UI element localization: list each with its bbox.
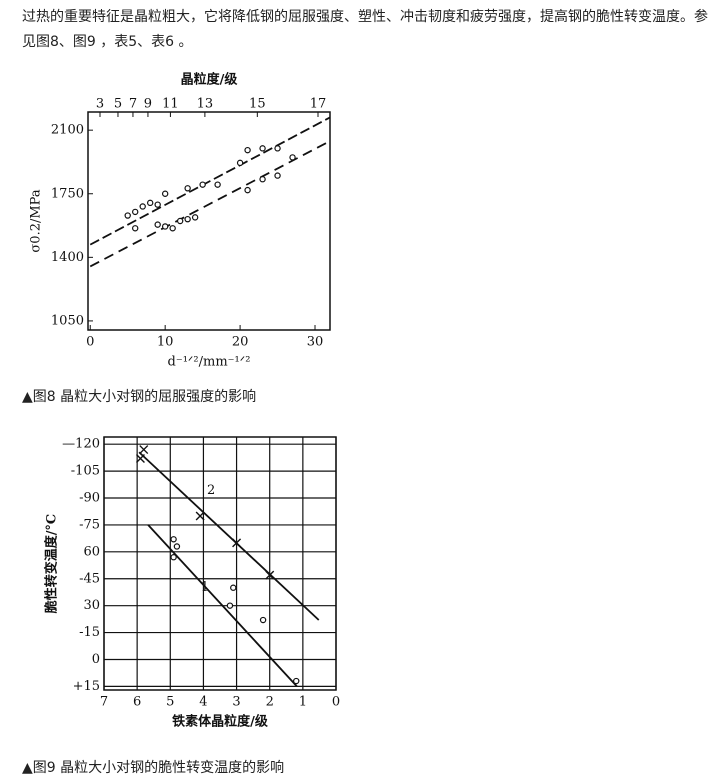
point: [170, 554, 177, 561]
x2-tick-label: 9: [144, 97, 152, 112]
x-axis-label: d⁻¹ᐟ²/mm⁻¹ᐟ²: [168, 355, 251, 370]
x2-tick-label: 7: [129, 97, 137, 112]
point: [214, 181, 221, 188]
trend-line: [147, 524, 298, 688]
point: [154, 201, 161, 208]
x-tick-label: 4: [199, 695, 207, 710]
point: [259, 145, 266, 152]
point: [139, 203, 146, 210]
point: [259, 176, 266, 183]
series-label: 2: [207, 483, 215, 498]
trend-line: [138, 451, 320, 621]
point: [289, 154, 296, 161]
y-axis-label: 脆性转变温度/°C: [44, 514, 60, 615]
caption: ▲图8 晶粒大小对钢的屈服强度的影响: [22, 389, 257, 405]
x-tick-label: 0: [86, 335, 94, 350]
plot-frame: [87, 111, 331, 331]
point: [265, 570, 275, 580]
point: [293, 677, 300, 685]
point: [132, 225, 139, 232]
point: [191, 214, 199, 221]
series-label: 1: [201, 580, 209, 595]
x-tick-label: 20: [232, 335, 249, 350]
point: [274, 172, 281, 179]
y-tick-label: 2100: [51, 123, 84, 138]
point: [232, 538, 242, 548]
caption: ▲图9 晶粒大小对钢的脆性转变温度的影响: [22, 760, 285, 776]
x-tick-label: 0: [332, 695, 340, 710]
point: [161, 223, 169, 230]
plot-frame: [103, 436, 337, 691]
x-tick-label: 7: [100, 695, 108, 710]
point: [184, 215, 191, 223]
y-tick-label: 1400: [51, 250, 84, 265]
point: [244, 186, 251, 194]
x-tick-label: 5: [166, 695, 174, 710]
point: [169, 225, 176, 232]
point: [274, 145, 281, 152]
y-tick-label: —120: [62, 437, 100, 452]
y-tick-label: -90: [79, 491, 100, 506]
y-tick-label: 1750: [51, 186, 84, 201]
point: [226, 602, 234, 609]
trend-line: [89, 140, 331, 268]
point: [124, 212, 131, 219]
y-axis-label: σ0.2/MPa: [29, 189, 44, 252]
point: [259, 616, 267, 624]
point: [195, 511, 205, 521]
x-tick-label: 10: [157, 335, 174, 350]
y-tick-label: 1050: [51, 313, 84, 328]
point: [236, 159, 244, 167]
point: [199, 181, 206, 188]
axis-title: 晶粒度/级: [181, 72, 239, 88]
trend-line: [89, 116, 331, 246]
x2-tick-label: 3: [96, 97, 104, 112]
point: [176, 217, 184, 225]
point: [170, 536, 177, 543]
y-tick-label: 0: [92, 652, 100, 667]
x2-tick-label: 15: [249, 97, 266, 112]
x2-tick-label: 13: [197, 97, 214, 112]
x-tick-label: 3: [232, 695, 240, 710]
y-tick-label: 30: [83, 598, 100, 613]
y-tick-label: -105: [71, 464, 100, 479]
y-tick-label: 60: [83, 544, 100, 559]
x2-tick-label: 11: [162, 97, 179, 112]
x-tick-label: 1: [299, 695, 307, 710]
y-tick-label: -15: [79, 625, 100, 640]
point: [230, 584, 237, 591]
y-tick-label: +15: [73, 679, 100, 694]
point: [161, 190, 169, 197]
point: [146, 199, 154, 207]
point: [132, 208, 139, 216]
x-tick-label: 30: [307, 335, 324, 350]
y-tick-label: -45: [79, 571, 100, 586]
point: [173, 543, 181, 550]
y-tick-label: -75: [79, 517, 100, 532]
x2-tick-label: 17: [310, 97, 327, 112]
point: [135, 454, 145, 464]
point: [139, 445, 149, 455]
x-tick-label: 2: [266, 695, 274, 710]
point: [184, 185, 191, 192]
x-axis-label: 铁素体晶粒度/级: [171, 714, 269, 730]
x-tick-label: 6: [133, 695, 141, 710]
point: [154, 221, 161, 228]
point: [244, 146, 251, 154]
paragraph: 过热的重要特征是晶粒粗大，它将降低钢的屈服强度、塑性、冲击韧度和疲劳强度，提高钢…: [22, 9, 708, 50]
x2-tick-label: 5: [114, 97, 122, 112]
